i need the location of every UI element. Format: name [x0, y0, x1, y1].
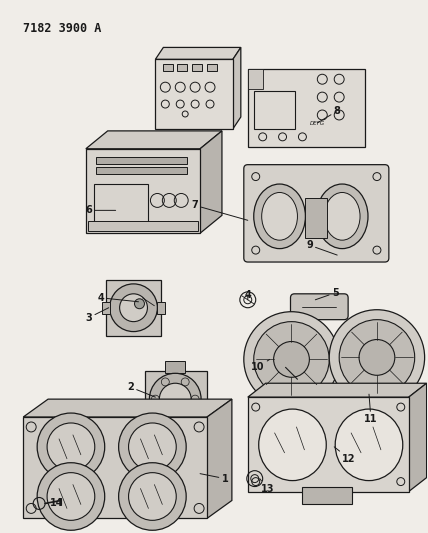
FancyBboxPatch shape	[244, 165, 389, 262]
Bar	[88, 221, 198, 231]
Polygon shape	[233, 47, 241, 129]
Polygon shape	[86, 149, 200, 233]
Text: 4: 4	[244, 290, 251, 300]
Circle shape	[119, 463, 186, 530]
Text: 12: 12	[334, 447, 356, 464]
Polygon shape	[86, 131, 222, 149]
Bar	[254, 91, 295, 129]
Circle shape	[244, 312, 339, 407]
Text: 13: 13	[260, 479, 274, 494]
Bar	[163, 64, 173, 71]
Text: 7: 7	[192, 200, 248, 220]
Text: 7182 3900 A: 7182 3900 A	[23, 22, 101, 35]
FancyBboxPatch shape	[291, 294, 348, 320]
Polygon shape	[248, 69, 365, 147]
Polygon shape	[248, 397, 409, 491]
Ellipse shape	[259, 409, 326, 481]
Circle shape	[134, 299, 145, 309]
Circle shape	[339, 320, 415, 395]
Text: 8: 8	[317, 106, 341, 123]
Polygon shape	[155, 47, 241, 59]
Polygon shape	[106, 280, 161, 336]
Polygon shape	[200, 131, 222, 233]
Bar	[96, 167, 187, 174]
Text: 1: 1	[200, 474, 228, 483]
Circle shape	[359, 340, 395, 375]
Polygon shape	[248, 383, 427, 397]
Text: 6: 6	[86, 205, 116, 215]
Text: 14: 14	[45, 498, 64, 508]
Text: 5: 5	[315, 288, 339, 300]
Circle shape	[119, 413, 186, 481]
Text: DEFG: DEFG	[310, 122, 325, 126]
Text: 3: 3	[86, 308, 109, 322]
Circle shape	[37, 413, 105, 481]
Circle shape	[159, 383, 191, 415]
Bar	[158, 302, 165, 314]
Circle shape	[47, 423, 95, 471]
Polygon shape	[23, 399, 232, 417]
Text: 9: 9	[306, 240, 337, 255]
Bar	[306, 198, 327, 238]
Bar	[102, 302, 110, 314]
Bar	[165, 361, 185, 373]
Text: 4: 4	[97, 293, 139, 303]
Bar	[303, 487, 352, 504]
Circle shape	[110, 284, 158, 332]
Circle shape	[47, 473, 95, 520]
Ellipse shape	[262, 192, 297, 240]
Text: 2: 2	[127, 382, 155, 397]
Text: 11: 11	[364, 394, 378, 424]
Circle shape	[273, 342, 309, 377]
Circle shape	[149, 373, 201, 425]
Circle shape	[254, 321, 329, 397]
Circle shape	[128, 473, 176, 520]
Ellipse shape	[335, 409, 403, 481]
Bar	[94, 183, 149, 225]
Circle shape	[119, 294, 147, 321]
Ellipse shape	[316, 184, 368, 248]
Circle shape	[37, 463, 105, 530]
Polygon shape	[146, 372, 207, 427]
Polygon shape	[248, 69, 263, 89]
Polygon shape	[23, 417, 207, 519]
Circle shape	[128, 423, 176, 471]
Circle shape	[329, 310, 425, 405]
Polygon shape	[155, 59, 233, 129]
Bar	[207, 64, 217, 71]
Ellipse shape	[254, 184, 306, 248]
Bar	[96, 157, 187, 164]
Bar	[177, 64, 187, 71]
Bar	[192, 64, 202, 71]
Ellipse shape	[324, 192, 360, 240]
Polygon shape	[409, 383, 427, 491]
Polygon shape	[207, 399, 232, 519]
Text: 10: 10	[251, 359, 270, 373]
